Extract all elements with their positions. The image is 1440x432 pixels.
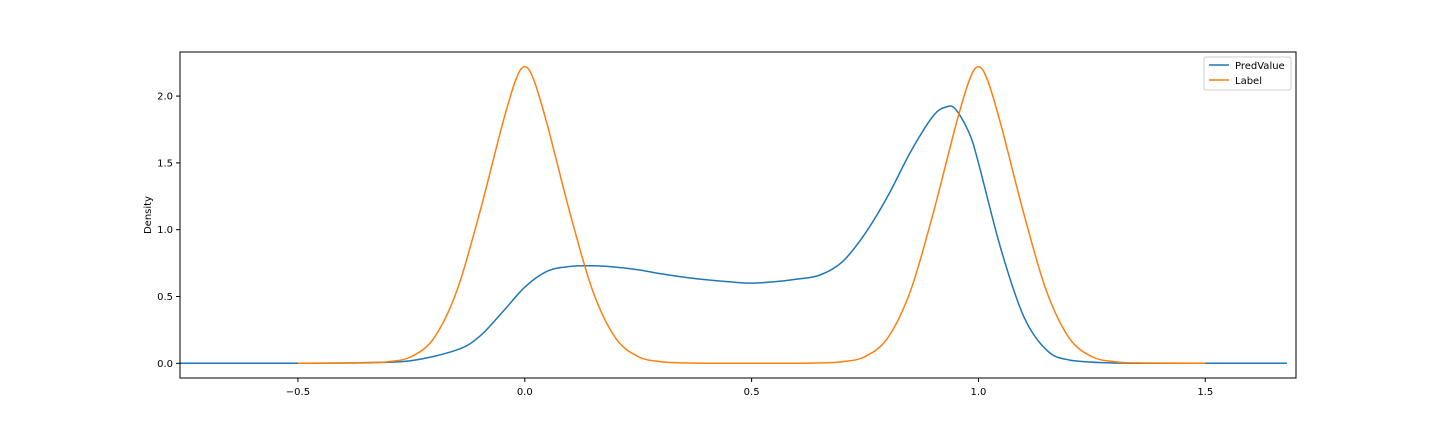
legend-label-predvalue: PredValue — [1235, 61, 1285, 72]
plot-lines — [180, 65, 1287, 365]
x-axis-ticks: −0.5 0.0 0.5 1.0 1.5 — [286, 378, 1213, 398]
legend-label-label: Label — [1235, 76, 1262, 87]
y-tick-label: 0.0 — [157, 359, 173, 370]
x-tick-label: 0.5 — [744, 387, 760, 398]
y-tick-label: 1.0 — [157, 225, 173, 236]
y-tick-label: 2.0 — [157, 92, 173, 103]
y-tick-label: 1.5 — [157, 158, 173, 169]
series-line-label — [297, 65, 1206, 365]
y-axis-ticks: 0.0 0.5 1.0 1.5 2.0 — [157, 92, 180, 370]
y-axis-label: Density — [143, 196, 154, 234]
legend: PredValue Label — [1203, 56, 1292, 91]
plot-frame — [179, 51, 1297, 379]
y-tick-label: 0.5 — [157, 292, 173, 303]
series-line-predvalue — [180, 105, 1287, 365]
x-tick-label: 0.0 — [517, 387, 533, 398]
x-tick-label: 1.5 — [1197, 387, 1213, 398]
x-tick-label: 1.0 — [970, 387, 986, 398]
x-tick-label: −0.5 — [286, 387, 310, 398]
